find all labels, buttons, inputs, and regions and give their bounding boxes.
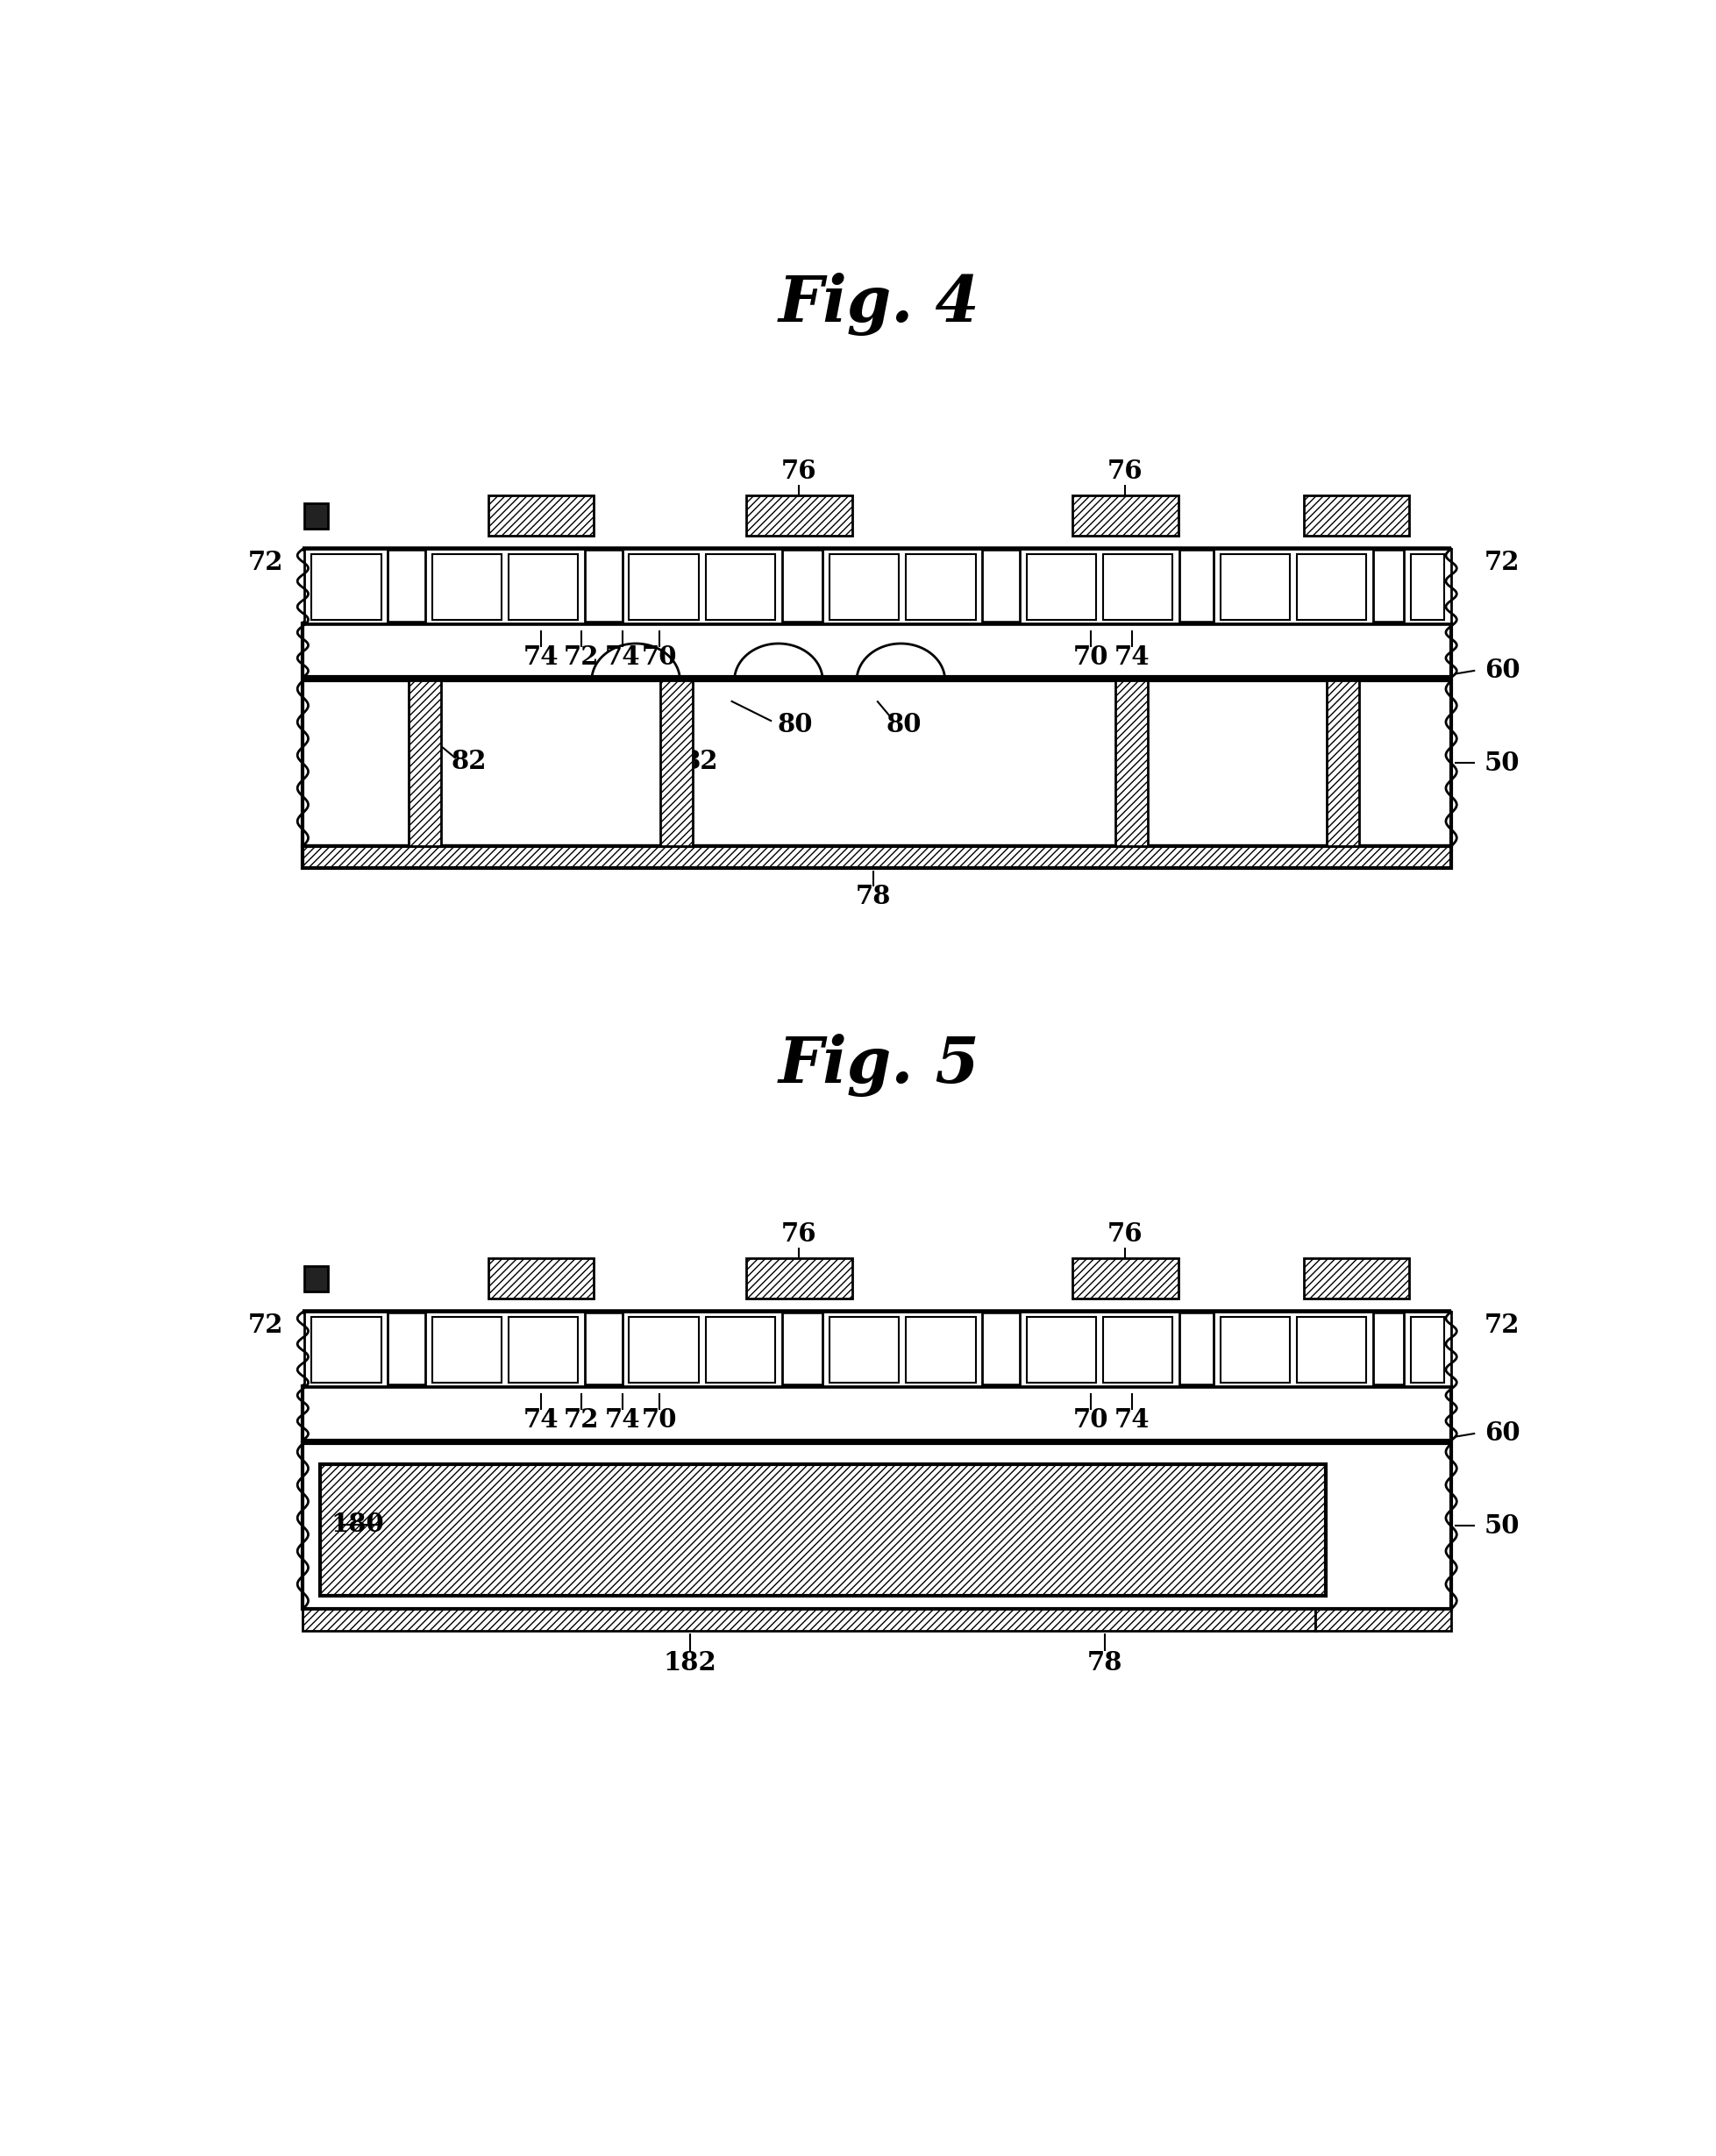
- Bar: [304, 502, 328, 528]
- Text: 70: 70: [1074, 645, 1109, 671]
- Bar: [623, 1311, 782, 1386]
- Bar: [661, 681, 693, 845]
- Bar: [705, 1317, 776, 1382]
- Bar: [1297, 554, 1366, 621]
- Text: 50: 50: [1484, 750, 1520, 776]
- Text: 76: 76: [1107, 459, 1143, 485]
- Bar: [1213, 1311, 1373, 1386]
- Bar: [302, 623, 1452, 677]
- Bar: [1019, 550, 1179, 623]
- Bar: [1297, 1317, 1366, 1382]
- Bar: [630, 554, 698, 621]
- Bar: [311, 1317, 381, 1382]
- Bar: [302, 1386, 1452, 1440]
- Bar: [1103, 1317, 1172, 1382]
- Bar: [1304, 496, 1409, 535]
- Bar: [906, 554, 976, 621]
- Text: 60: 60: [1484, 658, 1520, 683]
- Bar: [705, 554, 776, 621]
- Text: 78: 78: [1086, 1649, 1122, 1675]
- Bar: [1404, 1311, 1452, 1386]
- Bar: [1316, 1608, 1452, 1632]
- Text: 76: 76: [1107, 1222, 1143, 1246]
- Bar: [304, 550, 388, 623]
- Bar: [408, 681, 441, 845]
- Text: 74: 74: [1114, 1408, 1150, 1432]
- Text: 72: 72: [247, 1313, 283, 1339]
- Text: 78: 78: [856, 884, 891, 910]
- Text: 180: 180: [331, 1511, 384, 1537]
- Text: Fig. 4: Fig. 4: [779, 274, 980, 336]
- Text: 76: 76: [781, 459, 817, 485]
- Text: 74: 74: [1114, 645, 1150, 671]
- Text: 76: 76: [781, 1222, 817, 1246]
- Text: 72: 72: [1484, 550, 1520, 576]
- Bar: [623, 550, 782, 623]
- Bar: [311, 554, 381, 621]
- Bar: [1404, 550, 1452, 623]
- Text: 74: 74: [604, 645, 640, 671]
- Text: 82: 82: [451, 748, 487, 774]
- Text: 70: 70: [1074, 1408, 1109, 1432]
- Bar: [426, 550, 585, 623]
- Text: 74: 74: [604, 1408, 640, 1432]
- Bar: [1072, 1257, 1179, 1298]
- Text: 72: 72: [247, 550, 283, 576]
- Bar: [302, 1445, 1452, 1608]
- Text: 72: 72: [565, 645, 599, 671]
- Bar: [304, 1266, 328, 1291]
- Bar: [1411, 1317, 1445, 1382]
- Bar: [1115, 681, 1148, 845]
- Text: 80: 80: [777, 711, 813, 737]
- Text: 74: 74: [523, 645, 558, 671]
- Text: 70: 70: [642, 645, 678, 671]
- Bar: [302, 845, 1452, 869]
- Bar: [1411, 554, 1445, 621]
- Bar: [319, 1464, 1325, 1595]
- Text: 72: 72: [1484, 1313, 1520, 1339]
- Bar: [426, 1311, 585, 1386]
- Text: 74: 74: [523, 1408, 558, 1432]
- Bar: [304, 1311, 388, 1386]
- Bar: [822, 550, 982, 623]
- Bar: [906, 1317, 976, 1382]
- Bar: [1072, 496, 1179, 535]
- Text: 82: 82: [683, 748, 717, 774]
- Text: 80: 80: [887, 711, 921, 737]
- Bar: [1326, 681, 1359, 845]
- Bar: [1213, 550, 1373, 623]
- Bar: [1304, 1257, 1409, 1298]
- Bar: [432, 554, 501, 621]
- Bar: [508, 1317, 578, 1382]
- Bar: [432, 1317, 501, 1382]
- Bar: [1019, 1311, 1179, 1386]
- Text: Fig. 5: Fig. 5: [779, 1035, 980, 1097]
- Bar: [508, 554, 578, 621]
- Text: 72: 72: [565, 1408, 599, 1432]
- Bar: [302, 1608, 1316, 1632]
- Bar: [1220, 554, 1290, 621]
- Bar: [489, 1257, 594, 1298]
- Bar: [1220, 1317, 1290, 1382]
- Bar: [1026, 554, 1097, 621]
- Bar: [630, 1317, 698, 1382]
- Bar: [822, 1311, 982, 1386]
- Bar: [1026, 1317, 1097, 1382]
- Text: 70: 70: [642, 1408, 678, 1432]
- Text: 50: 50: [1484, 1514, 1520, 1539]
- Text: 182: 182: [664, 1649, 717, 1675]
- Bar: [1103, 554, 1172, 621]
- Text: 60: 60: [1484, 1421, 1520, 1447]
- Bar: [302, 681, 1452, 845]
- Bar: [489, 496, 594, 535]
- Bar: [746, 496, 851, 535]
- Bar: [829, 1317, 899, 1382]
- Bar: [829, 554, 899, 621]
- Bar: [746, 1257, 851, 1298]
